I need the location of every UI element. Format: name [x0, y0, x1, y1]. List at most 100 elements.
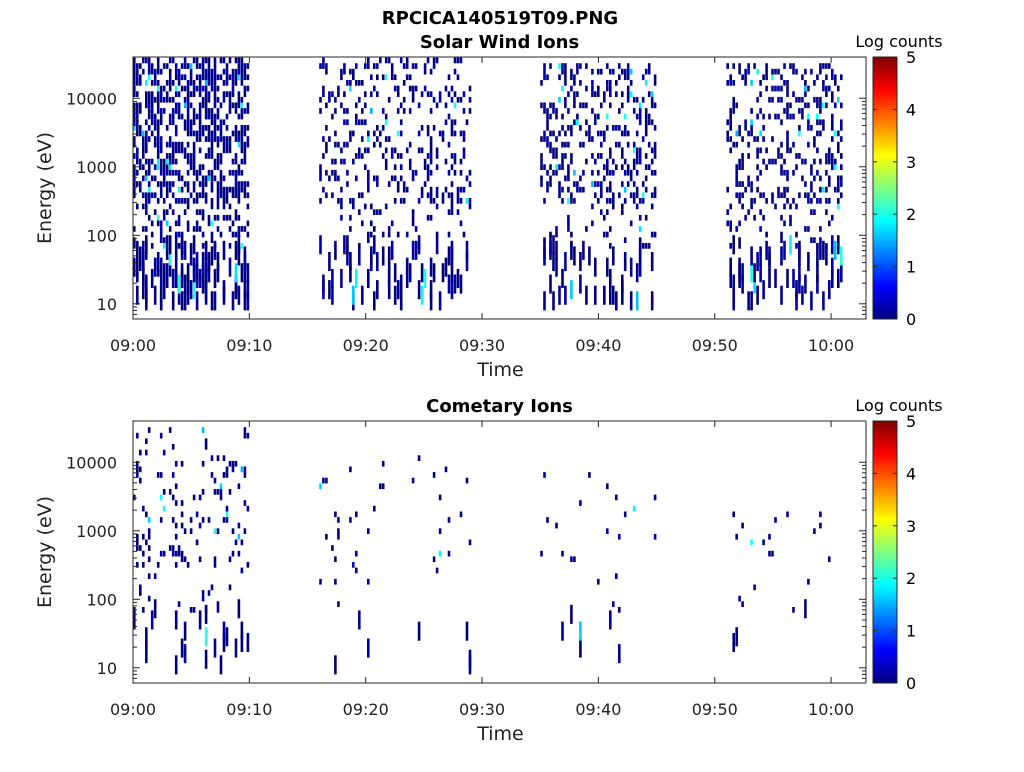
spectrogram-cell: [201, 85, 205, 92]
spectrogram-cell: [420, 263, 424, 283]
spectrogram-cell: [456, 96, 460, 103]
colorbar-tick-label: 5: [906, 412, 916, 431]
spectrogram-cell: [373, 209, 376, 215]
spectrogram-cell: [177, 113, 181, 120]
spectrogram-cell: [204, 153, 208, 159]
spectrogram-cell: [735, 169, 738, 176]
spectrogram-cell: [133, 181, 136, 187]
spectrogram-cell: [768, 246, 771, 266]
spectrogram-cell: [367, 175, 370, 182]
spectrogram-cell: [165, 141, 169, 148]
spectrogram-cell: [147, 158, 151, 165]
spectrogram-cell: [573, 246, 576, 266]
spectrogram-cell: [201, 175, 205, 182]
spectrogram-cell: [343, 108, 346, 114]
spectrogram-cell: [429, 214, 433, 221]
y-tick-label: 1000: [76, 158, 117, 177]
spectrogram-cell: [376, 125, 379, 131]
spectrogram-cell: [462, 130, 466, 137]
spectrogram-cell: [626, 68, 630, 75]
spectrogram-cell: [632, 141, 636, 148]
spectrogram-cell: [213, 477, 217, 484]
spectrogram-cell: [213, 214, 217, 221]
spectrogram-cell: [159, 108, 163, 114]
spectrogram-cell: [213, 489, 217, 495]
spectrogram-cell: [635, 96, 639, 103]
spectrogram-cell: [156, 108, 160, 114]
spectrogram-cell: [198, 113, 202, 120]
spectrogram-cell: [225, 198, 229, 204]
spectrogram-cell: [162, 108, 166, 114]
spectrogram-cell: [606, 231, 609, 238]
spectrogram-cell: [638, 198, 642, 204]
spectrogram-cell: [219, 494, 223, 501]
spectrogram-cell: [621, 68, 624, 75]
spectrogram-cell: [756, 136, 759, 142]
spectrogram-cell: [768, 550, 771, 557]
spectrogram-cell: [771, 74, 774, 81]
spectrogram-cell: [204, 175, 208, 182]
spectrogram-cell: [810, 291, 813, 311]
spectrogram-cell: [346, 80, 349, 86]
spectrogram-cell: [600, 209, 603, 215]
spectrogram-cell: [207, 63, 211, 69]
spectrogram-cell: [729, 203, 732, 210]
spectrogram-cell: [771, 192, 774, 199]
spectrogram-cell: [231, 91, 235, 97]
spectrogram-cell: [822, 80, 825, 86]
spectrogram-cell: [825, 169, 828, 176]
spectrogram-cell: [555, 113, 558, 120]
spectrogram-cell: [183, 181, 187, 187]
spectrogram-cell: [591, 203, 594, 210]
spectrogram-cell: [198, 136, 202, 142]
spectrogram-cell: [570, 240, 573, 260]
spectrogram-cell: [243, 466, 247, 473]
spectrogram-cell: [183, 209, 187, 215]
spectrogram-cell: [644, 186, 648, 193]
spectrogram-cell: [546, 169, 549, 176]
spectrogram-cell: [644, 80, 648, 86]
spectrogram-cell: [561, 186, 564, 193]
spectrogram-cell: [816, 119, 819, 126]
spectrogram-cell: [367, 147, 370, 154]
spectrogram-cell: [429, 147, 433, 154]
colorbar-tick-label: 2: [906, 569, 916, 588]
spectrogram-cell: [136, 169, 139, 176]
spectrogram-cell: [201, 231, 205, 238]
spectrogram-cell: [435, 147, 439, 154]
spectrogram-cell: [240, 226, 244, 232]
spectrogram-cell: [573, 102, 576, 109]
spectrogram-cell: [168, 169, 172, 176]
spectrogram-cell: [411, 85, 415, 92]
spectrogram-cell: [426, 192, 430, 199]
spectrogram-cell: [564, 68, 567, 75]
spectrogram-cell: [840, 125, 843, 131]
spectrogram-cell: [786, 511, 789, 518]
spectrogram-cell: [567, 141, 570, 148]
spectrogram-cell: [192, 235, 196, 255]
spectrogram-cell: [579, 638, 582, 658]
spectrogram-cell: [153, 285, 157, 305]
spectrogram-cell: [468, 203, 472, 210]
spectrogram-cell: [198, 169, 202, 176]
spectrogram-cell: [216, 136, 220, 142]
spectrogram-cell: [819, 96, 822, 103]
spectrogram-cell: [777, 113, 780, 120]
spectrogram-cell: [780, 246, 783, 266]
x-tick-label: 09:10: [226, 336, 272, 355]
spectrogram-cell: [813, 175, 816, 182]
spectrogram-cell: [352, 158, 355, 165]
spectrogram-cell: [726, 63, 729, 69]
spectrogram-cell: [558, 96, 561, 103]
spectrogram-cell: [243, 85, 247, 92]
spectrogram-cell: [204, 68, 208, 75]
spectrogram-cell: [399, 57, 403, 64]
spectrogram-cell: [165, 153, 169, 159]
spectrogram-cell: [246, 74, 250, 81]
spectrogram-cell: [594, 91, 597, 97]
spectrogram-cell: [459, 511, 463, 518]
spectrogram-cell: [234, 80, 238, 86]
spectrogram-cell: [174, 522, 178, 529]
spectrogram-cell: [136, 285, 139, 305]
spectrogram-cell: [384, 113, 388, 120]
